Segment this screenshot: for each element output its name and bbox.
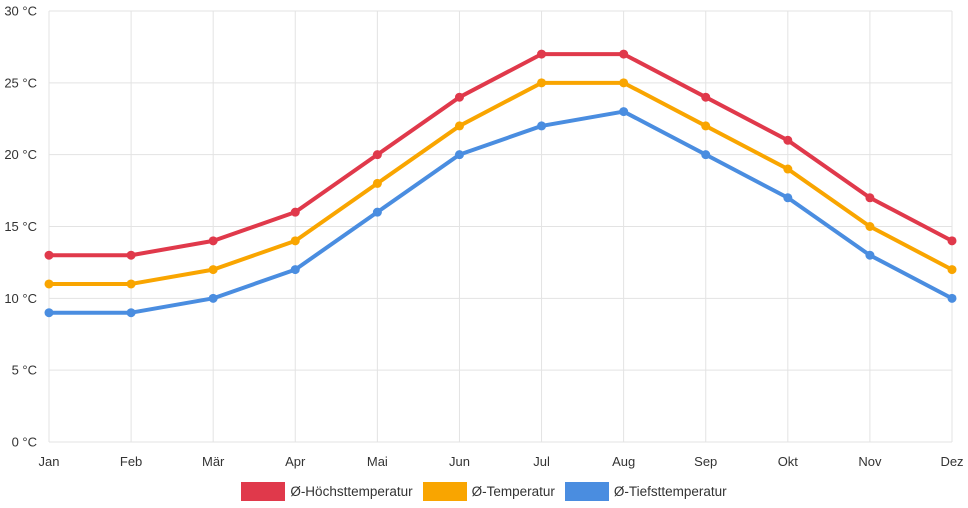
x-tick-label: Sep — [694, 454, 717, 469]
data-point[interactable] — [126, 250, 136, 260]
legend-swatch-temperatur — [422, 481, 467, 501]
data-point[interactable] — [454, 150, 464, 160]
data-point[interactable] — [126, 308, 136, 318]
x-tick-label: Feb — [120, 454, 142, 469]
data-point[interactable] — [783, 135, 793, 145]
data-point[interactable] — [208, 236, 218, 246]
legend-swatch-hoechsttemperatur — [241, 481, 286, 501]
data-point[interactable] — [44, 308, 54, 318]
data-point[interactable] — [44, 279, 54, 289]
series-layer — [44, 49, 957, 318]
data-point[interactable] — [783, 193, 793, 203]
x-tick-label: Jun — [449, 454, 470, 469]
series-line-2 — [47, 109, 954, 315]
data-point[interactable] — [701, 92, 711, 102]
data-point[interactable] — [783, 164, 793, 174]
data-point[interactable] — [701, 150, 711, 160]
legend-item-temperatur[interactable]: Ø-Temperatur — [422, 481, 555, 501]
x-tick-label: Apr — [285, 454, 306, 469]
data-point[interactable] — [537, 49, 547, 59]
legend-label-hoechsttemperatur: Ø-Höchsttemperatur — [290, 483, 413, 499]
data-point[interactable] — [290, 265, 300, 275]
data-point[interactable] — [865, 193, 875, 203]
data-point[interactable] — [372, 207, 382, 217]
x-tick-label: Mär — [202, 454, 225, 469]
y-tick-label: 10 °C — [4, 291, 37, 306]
data-point[interactable] — [454, 92, 464, 102]
y-tick-label: 5 °C — [12, 363, 37, 378]
data-point[interactable] — [290, 236, 300, 246]
y-axis-labels: 0 °C 5 °C 10 °C 15 °C 20 °C 25 °C 30 °C — [4, 4, 37, 450]
legend-label-tiefsttemperatur: Ø-Tiefsttemperatur — [613, 483, 727, 499]
data-point[interactable] — [126, 279, 136, 289]
x-axis-labels: Jan Feb Mär Apr Mai Jun Jul Aug Sep Okt Nov Dez — [39, 454, 964, 469]
x-tick-label: Jan — [39, 454, 60, 469]
y-tick-label: 25 °C — [4, 75, 37, 90]
x-tick-label: Okt — [778, 454, 799, 469]
y-tick-label: 20 °C — [4, 147, 37, 162]
data-point[interactable] — [947, 265, 957, 275]
x-tick-label: Nov — [858, 454, 882, 469]
x-tick-label: Jul — [533, 454, 550, 469]
y-tick-label: 0 °C — [12, 435, 37, 450]
x-tick-label: Aug — [612, 454, 635, 469]
data-point[interactable] — [701, 121, 711, 131]
legend-swatch-tiefsttemperatur — [564, 481, 609, 501]
data-point[interactable] — [947, 236, 957, 246]
data-point[interactable] — [947, 293, 957, 303]
data-point[interactable] — [537, 121, 547, 131]
data-point[interactable] — [537, 78, 547, 88]
x-tick-label: Mai — [367, 454, 388, 469]
legend: Ø-Höchsttemperatur Ø-Temperatur Ø-Tiefst… — [0, 481, 968, 501]
data-point[interactable] — [372, 178, 382, 188]
data-point[interactable] — [372, 150, 382, 160]
data-point[interactable] — [865, 250, 875, 260]
data-point[interactable] — [865, 222, 875, 231]
data-point[interactable] — [208, 293, 218, 303]
y-tick-label: 15 °C — [4, 219, 37, 234]
y-tick-label: 30 °C — [4, 4, 37, 19]
x-tick-label: Dez — [940, 454, 963, 469]
data-point[interactable] — [208, 265, 218, 275]
legend-label-temperatur: Ø-Temperatur — [471, 483, 555, 499]
series-line-1 — [47, 80, 954, 286]
data-point[interactable] — [619, 107, 629, 117]
data-point[interactable] — [619, 78, 629, 88]
series-line-0 — [47, 52, 954, 258]
data-point[interactable] — [290, 207, 300, 217]
data-point[interactable] — [44, 250, 54, 260]
legend-item-tiefsttemperatur[interactable]: Ø-Tiefsttemperatur — [564, 481, 727, 501]
data-point[interactable] — [619, 49, 629, 59]
data-point[interactable] — [454, 121, 464, 131]
legend-item-hoechsttemperatur[interactable]: Ø-Höchsttemperatur — [241, 481, 413, 501]
